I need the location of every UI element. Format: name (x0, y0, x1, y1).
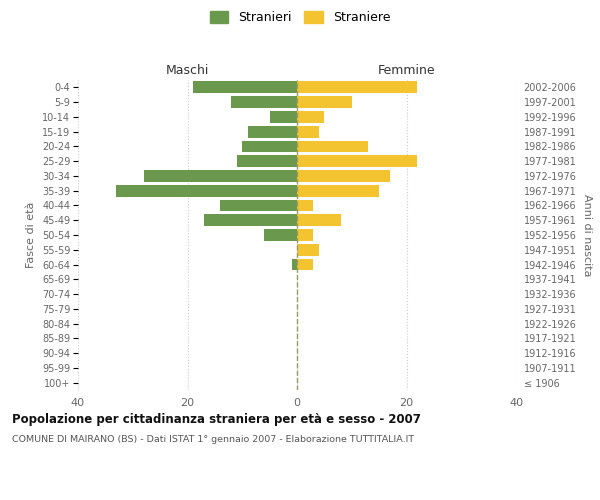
Text: Popolazione per cittadinanza straniera per età e sesso - 2007: Popolazione per cittadinanza straniera p… (12, 412, 421, 426)
Bar (193, 82, 297, 94)
Bar (264, 229, 297, 241)
Bar (297, 140, 368, 152)
Bar (237, 156, 297, 167)
Bar (116, 185, 297, 196)
Bar (297, 200, 313, 211)
Legend: Stranieri, Straniere: Stranieri, Straniere (209, 11, 391, 24)
Bar (220, 200, 297, 211)
Bar (297, 82, 418, 94)
Bar (297, 96, 352, 108)
Bar (297, 111, 325, 123)
Bar (297, 244, 319, 256)
Bar (297, 214, 341, 226)
Bar (248, 126, 297, 138)
Bar (242, 140, 297, 152)
Bar (297, 229, 313, 241)
Bar (297, 126, 319, 138)
Bar (269, 111, 297, 123)
Text: Maschi: Maschi (166, 64, 209, 78)
Y-axis label: Anni di nascita: Anni di nascita (582, 194, 592, 276)
Y-axis label: Fasce di età: Fasce di età (26, 202, 37, 268)
Bar (297, 185, 379, 196)
Bar (297, 170, 390, 182)
Bar (297, 156, 418, 167)
Bar (232, 96, 297, 108)
Bar (204, 214, 297, 226)
Bar (297, 258, 313, 270)
Bar (292, 258, 297, 270)
Text: Femmine: Femmine (377, 64, 436, 78)
Text: COMUNE DI MAIRANO (BS) - Dati ISTAT 1° gennaio 2007 - Elaborazione TUTTITALIA.IT: COMUNE DI MAIRANO (BS) - Dati ISTAT 1° g… (12, 435, 414, 444)
Bar (144, 170, 297, 182)
